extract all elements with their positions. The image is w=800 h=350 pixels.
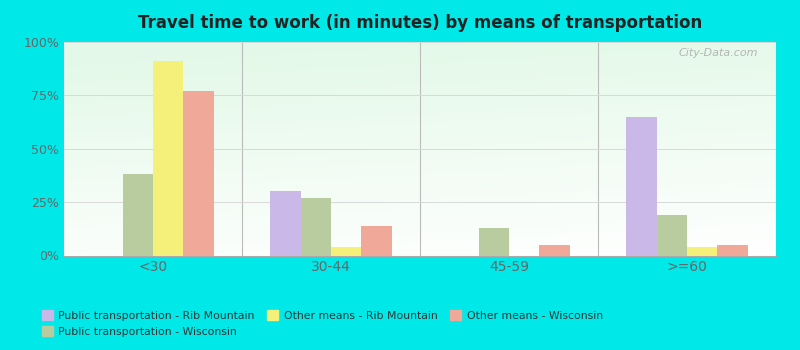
Legend: Public transportation - Rib Mountain, Public transportation - Wisconsin, Other m: Public transportation - Rib Mountain, Pu… [38, 306, 607, 341]
Bar [478, 228, 509, 255]
Bar [718, 245, 747, 255]
Bar [687, 247, 718, 256]
Bar [362, 226, 391, 256]
Bar [183, 91, 214, 256]
Bar [122, 174, 153, 256]
Bar [331, 247, 362, 256]
Bar [270, 191, 301, 256]
Bar [626, 117, 657, 256]
Bar [539, 245, 570, 255]
Bar [301, 198, 331, 256]
Bar [657, 215, 687, 256]
Title: Travel time to work (in minutes) by means of transportation: Travel time to work (in minutes) by mean… [138, 14, 702, 32]
Text: City-Data.com: City-Data.com [678, 48, 758, 58]
Bar [153, 61, 183, 255]
